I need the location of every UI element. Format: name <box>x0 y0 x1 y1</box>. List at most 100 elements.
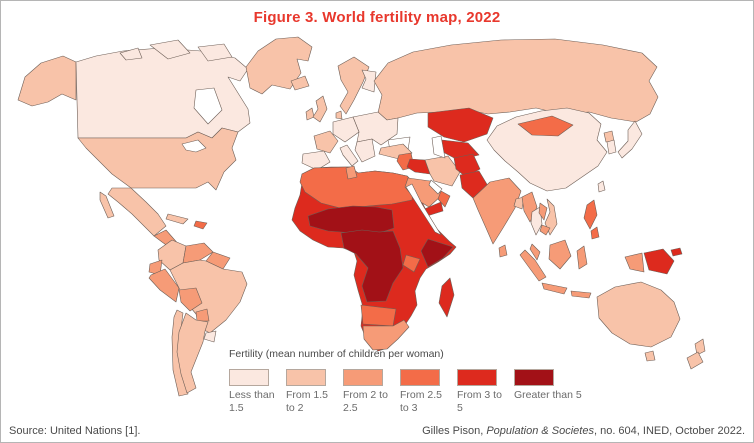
region-oman <box>437 190 451 208</box>
source-note: Source: United Nations [1]. <box>9 425 141 437</box>
region-namibia-botswana <box>360 304 397 327</box>
legend-swatch <box>400 369 440 386</box>
region-kazakhstan <box>427 107 494 143</box>
region-mexico <box>107 187 167 237</box>
region-alaska <box>17 55 77 107</box>
region-south-africa <box>362 319 410 351</box>
region-south-korea <box>606 139 617 155</box>
region-venezuela <box>182 242 214 264</box>
region-ireland <box>305 107 315 121</box>
region-balkans <box>354 138 376 163</box>
map-legend: Fertility (mean number of children per w… <box>229 348 629 415</box>
region-taiwan <box>597 180 606 193</box>
legend-item: Less than 1.5 <box>229 369 286 415</box>
legend-label: From 2.5 to 3 <box>400 389 443 415</box>
persian-gulf <box>428 179 443 195</box>
red-sea <box>405 183 442 236</box>
region-finland <box>361 69 377 93</box>
region-lesser-sunda <box>570 290 592 299</box>
legend-label: From 3 to 5 <box>457 389 502 415</box>
region-philippines <box>583 199 598 230</box>
region-thailand <box>530 206 543 236</box>
region-norway-sweden <box>337 56 370 115</box>
region-philippines <box>590 226 600 240</box>
region-sahel <box>307 205 395 235</box>
credit-note: Gilles Pison, Population & Societes, no.… <box>422 425 745 437</box>
legend-item: From 1.5 to 2 <box>286 369 343 415</box>
legend-title: Fertility (mean number of children per w… <box>229 348 444 360</box>
region-denmark <box>335 110 343 120</box>
region-borneo <box>548 239 572 270</box>
legend-label: Greater than 5 <box>514 389 582 401</box>
region-mongolia <box>517 115 574 137</box>
region-tasmania <box>644 350 656 362</box>
region-kenya <box>402 254 421 273</box>
region-bolivia <box>178 287 203 312</box>
legend-swatch <box>343 369 383 386</box>
region-central-europe <box>332 116 360 143</box>
region-vietnam <box>544 198 558 236</box>
legend-swatch <box>514 369 554 386</box>
region-italy <box>339 144 359 167</box>
region-iran <box>424 155 461 187</box>
region-sulawesi <box>576 245 588 270</box>
region-eastern-europe <box>352 111 399 146</box>
region-sri-lanka <box>498 244 508 258</box>
region-cuba <box>165 213 189 225</box>
great-lakes <box>181 139 207 153</box>
region-java <box>541 282 568 295</box>
region-laos <box>538 202 548 221</box>
legend-swatch <box>286 369 326 386</box>
region-paraguay <box>195 308 210 322</box>
legend-label: From 2 to 2.5 <box>343 389 388 415</box>
region-hispaniola <box>193 220 208 230</box>
legend-swatch <box>457 369 497 386</box>
region-canada <box>75 47 251 139</box>
region-arctic-islands <box>119 47 143 61</box>
region-china <box>486 107 608 192</box>
region-tunisia <box>345 165 358 180</box>
legend-swatch <box>229 369 269 386</box>
region-arctic-islands <box>149 39 191 60</box>
region-sumatra <box>519 249 547 282</box>
credit-publication: Population & Societes <box>486 425 594 437</box>
region-iberia <box>301 150 331 171</box>
region-new-zealand-north <box>694 338 706 356</box>
legend-item: From 2 to 2.5 <box>343 369 400 415</box>
region-baja-california <box>99 191 115 219</box>
caspian-sea <box>431 135 446 159</box>
region-france <box>313 130 339 154</box>
credit-suffix: , no. 604, INED, October 2022. <box>593 425 745 437</box>
figure-title: Figure 3. World fertility map, 2022 <box>253 9 501 26</box>
region-somalia <box>420 238 454 268</box>
region-new-britain <box>670 247 683 257</box>
region-iraq <box>406 158 431 175</box>
region-russia <box>373 38 659 123</box>
region-malaysia <box>529 243 541 261</box>
region-peru <box>148 268 180 303</box>
region-bangladesh <box>513 196 525 210</box>
legend-label: From 1.5 to 2 <box>286 389 329 415</box>
region-uruguay <box>203 330 217 343</box>
legend-items: Less than 1.5 From 1.5 to 2 From 2 to 2.5 F… <box>229 369 629 415</box>
hudson-bay <box>193 87 223 125</box>
credit-prefix: Gilles Pison, <box>422 425 487 437</box>
legend-label: Less than 1.5 <box>229 389 275 415</box>
region-india <box>472 177 522 245</box>
region-arctic-islands <box>197 43 233 62</box>
region-west-papua <box>624 252 645 273</box>
legend-item: From 3 to 5 <box>457 369 514 415</box>
legend-item: From 2.5 to 3 <box>400 369 457 415</box>
legend-item: Greater than 5 <box>514 369 619 402</box>
region-iceland <box>290 75 310 91</box>
region-uk <box>312 95 328 123</box>
region-argentina <box>176 312 209 394</box>
region-cambodia <box>539 224 551 236</box>
region-central-africa <box>340 229 404 303</box>
region-madagascar <box>438 277 455 318</box>
region-new-zealand-south <box>686 351 704 370</box>
region-australia <box>596 281 681 348</box>
region-papua-new-guinea <box>643 248 675 275</box>
